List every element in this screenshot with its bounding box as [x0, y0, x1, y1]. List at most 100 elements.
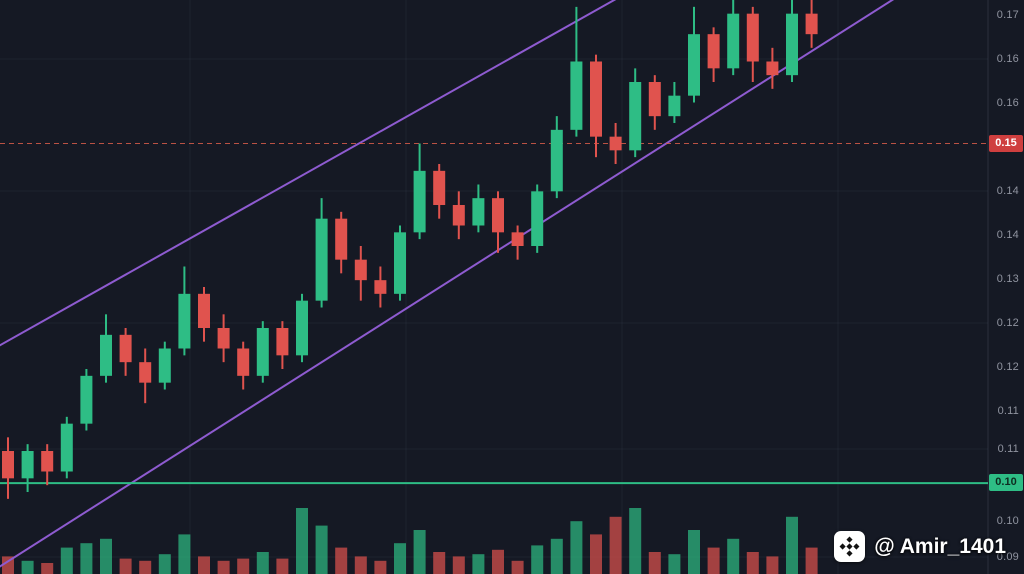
volume-bar — [41, 563, 54, 574]
price-axis-tick: 0.11 — [997, 443, 1019, 455]
price-axis[interactable]: 0.17 0.16 0.16 0.14 0.14 0.13 0.12 0.12 0.11 0.11… — [988, 0, 1024, 574]
candle-body — [531, 191, 544, 246]
candle-body — [80, 375, 93, 424]
volume-bar — [139, 560, 152, 574]
volume-bar — [707, 547, 720, 574]
candle-body — [550, 129, 563, 192]
candles-layer — [2, 0, 818, 499]
volume-bar — [374, 560, 387, 574]
volume-bar — [237, 558, 250, 574]
candle-body — [158, 348, 171, 383]
price-axis-tick: 0.17 — [996, 9, 1019, 21]
candle-body — [394, 232, 406, 294]
candle-body — [786, 13, 798, 76]
candle-body — [354, 259, 367, 281]
volume-bar — [472, 554, 485, 574]
candle-body — [276, 328, 289, 356]
volume-bar — [394, 543, 406, 574]
price-axis-tick: 0.12 — [996, 361, 1019, 373]
volume-bar — [668, 554, 681, 574]
price-axis-tick: 0.12 — [996, 317, 1019, 329]
volume-bar — [158, 554, 171, 574]
watermark: @ Amir_1401 — [834, 531, 1006, 562]
candle-body — [707, 34, 720, 69]
price-axis-tick: 0.16 — [996, 53, 1019, 65]
candle-body — [570, 61, 583, 130]
candle-body — [139, 362, 152, 383]
price-axis-tick: 0.14 — [996, 229, 1019, 241]
price-axis-tick: 0.11 — [997, 405, 1019, 417]
dashed-price-label: 0.15 — [989, 134, 1023, 152]
candle-body — [198, 293, 210, 328]
candle-body — [178, 293, 191, 349]
candle-body — [452, 205, 465, 226]
price-axis-tick: 0.14 — [996, 185, 1019, 197]
candle-body — [2, 451, 14, 479]
candle-body — [60, 423, 73, 472]
volume-bar — [629, 508, 642, 574]
candle-body — [609, 136, 622, 151]
support-price-label: 0.10 — [989, 474, 1023, 492]
volume-bar — [766, 556, 779, 574]
candle-body — [766, 61, 779, 76]
price-axis-tick: 0.10 — [996, 515, 1019, 527]
candle-body — [727, 13, 740, 69]
candle-body — [472, 198, 485, 226]
volume-bar — [276, 558, 289, 574]
volume-bar — [2, 556, 14, 574]
volume-bar — [688, 530, 700, 574]
watermark-handle: @ Amir_1401 — [874, 534, 1006, 558]
candle-body — [590, 61, 602, 137]
volume-bar — [296, 508, 308, 574]
candle-body — [511, 232, 524, 246]
candle-body — [492, 198, 504, 233]
volume-bar — [100, 538, 112, 574]
candle-body — [374, 280, 387, 294]
volume-bar — [590, 534, 602, 574]
volume-bar — [531, 545, 544, 574]
candle-body — [256, 328, 269, 376]
volume-bar — [648, 552, 661, 574]
candle-body — [648, 82, 661, 117]
volume-bar — [354, 556, 367, 574]
volume-bar — [80, 543, 93, 574]
candle-body — [21, 451, 34, 479]
channel-lower[interactable] — [0, 0, 908, 574]
volume-bar — [452, 556, 465, 574]
volume-bar — [335, 547, 348, 574]
candle-body — [413, 170, 426, 233]
volume-bar — [492, 549, 504, 574]
price-axis-tick: 0.09 — [996, 551, 1019, 563]
volume-bar — [119, 558, 132, 574]
candle-body — [315, 218, 328, 301]
volume-bar — [433, 552, 446, 574]
candle-body — [688, 34, 700, 96]
volume-bar — [217, 560, 230, 574]
candle-body — [433, 170, 446, 205]
candle-body — [100, 334, 112, 376]
price-axis-tick: 0.13 — [996, 273, 1019, 285]
volume-bar — [413, 530, 426, 574]
volume-bar — [570, 521, 583, 574]
candle-body — [746, 13, 759, 62]
volume-bar — [609, 516, 622, 574]
volume-bar — [198, 556, 210, 574]
volume-bar — [21, 560, 34, 574]
volume-bar — [178, 534, 191, 574]
volume-bar — [511, 560, 524, 574]
candle-body — [668, 95, 681, 117]
candle-body — [296, 300, 308, 356]
candle-body — [629, 82, 642, 151]
price-axis-tick: 0.16 — [996, 97, 1019, 109]
volume-bar — [746, 552, 759, 574]
candle-body — [335, 218, 348, 260]
volume-bar — [805, 547, 818, 574]
volume-bar — [550, 538, 563, 574]
volume-bar — [60, 547, 73, 574]
volume-bar — [256, 552, 269, 574]
candle-body — [119, 334, 132, 363]
grid-layer — [0, 0, 988, 574]
channel-upper[interactable] — [0, 0, 632, 352]
